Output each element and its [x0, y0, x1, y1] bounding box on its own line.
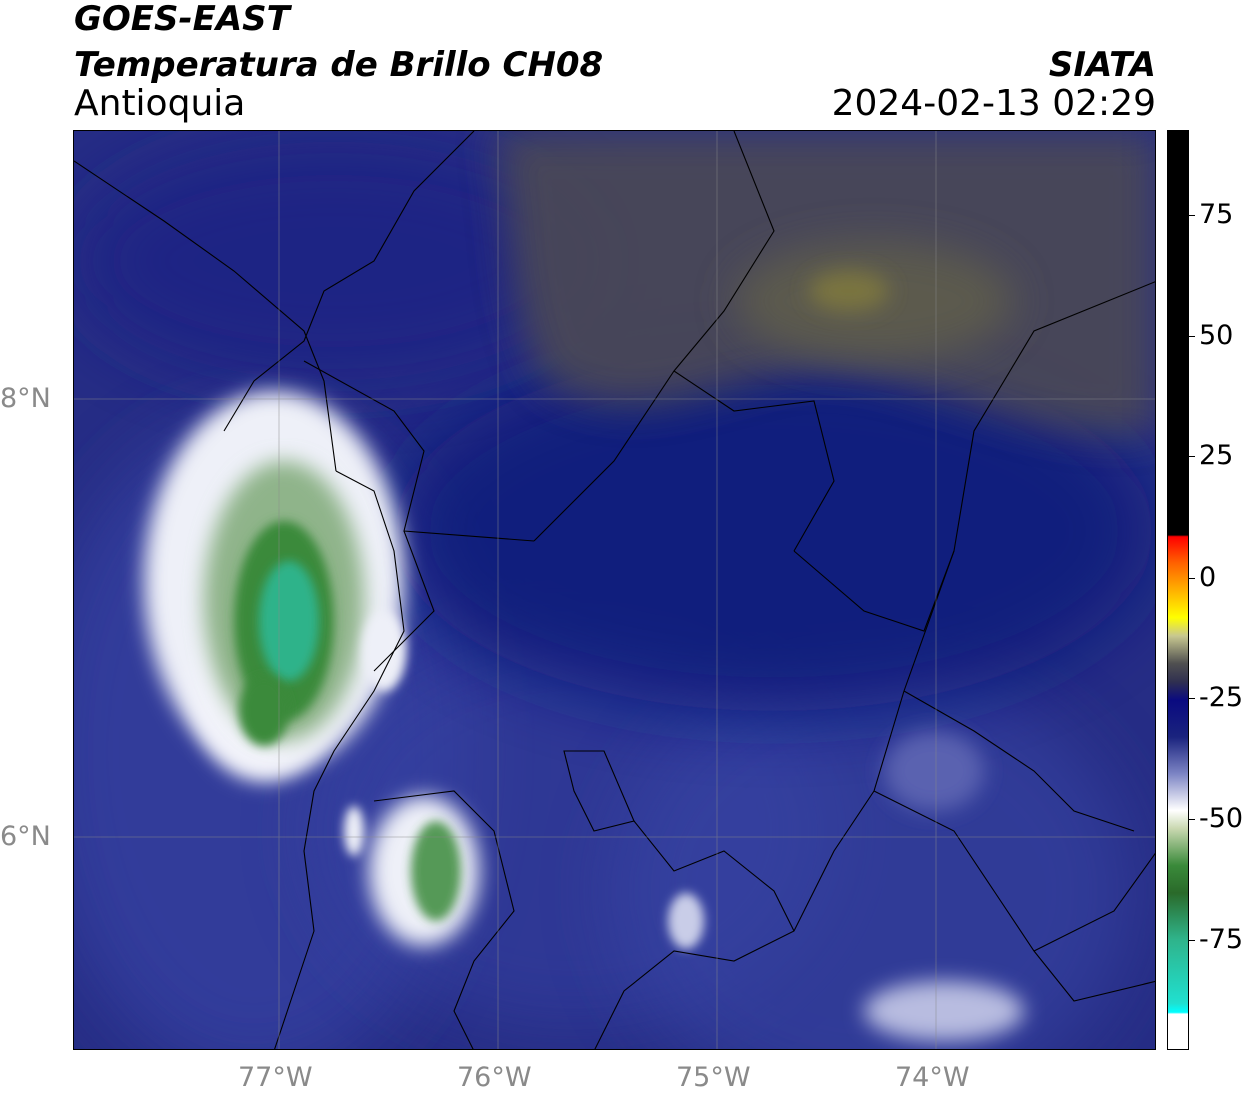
- product-title: Temperatura de Brillo CH08: [74, 45, 604, 85]
- colorbar-tick-50: [1189, 336, 1195, 337]
- region-label: Antioquia: [74, 83, 246, 124]
- colorbar-label-minus75: -75: [1199, 924, 1244, 955]
- cloud-region-southeast: [614, 671, 1134, 1049]
- lat-label-8n: 8°N: [0, 383, 51, 414]
- lon-label-76w: 76°W: [457, 1062, 532, 1093]
- cold-core-south: [411, 821, 461, 921]
- colorbar-label-0: 0: [1199, 562, 1217, 593]
- colorbar-label-75: 75: [1199, 199, 1234, 230]
- colorbar-tick-minus75: [1189, 940, 1195, 941]
- colorbar-tick-75: [1189, 215, 1195, 216]
- lat-label-6n: 6°N: [0, 821, 51, 852]
- colorbar-label-minus25: -25: [1199, 682, 1244, 713]
- warm-spot: [809, 271, 889, 311]
- admin-boundaries: [74, 131, 1155, 1049]
- colorbar-tick-minus50: [1189, 819, 1195, 820]
- lon-label-75w: 75°W: [676, 1062, 751, 1093]
- colorbar-label-minus50: -50: [1199, 803, 1244, 834]
- small-cloud-south: [344, 806, 364, 856]
- timestamp-label: 2024-02-13 02:29: [831, 83, 1156, 124]
- small-cloud: [362, 611, 406, 691]
- lon-label-74w: 74°W: [895, 1062, 970, 1093]
- small-cloud-center: [668, 893, 704, 949]
- clear-region-north: [74, 141, 594, 381]
- coldest-core-west: [259, 561, 319, 681]
- temperature-colorbar: [1167, 130, 1189, 1050]
- colorbar-label-50: 50: [1199, 320, 1234, 351]
- cold-core-west-south: [239, 676, 289, 746]
- colorbar-label-25: 25: [1199, 440, 1234, 471]
- colorbar-tick-0: [1189, 578, 1195, 579]
- colorbar-tick-minus25: [1189, 698, 1195, 699]
- lon-label-77w: 77°W: [238, 1062, 313, 1093]
- agency-label: SIATA: [1048, 45, 1156, 85]
- clear-region-center: [394, 351, 1154, 711]
- colorbar-tick-25: [1189, 456, 1195, 457]
- satellite-title: GOES-EAST: [74, 0, 290, 39]
- graticule: [74, 131, 1155, 1049]
- satellite-image: [74, 131, 1155, 1049]
- cloud-band-southeast: [864, 981, 1024, 1041]
- cloud-region-east: [884, 731, 984, 811]
- map-panel: [73, 130, 1156, 1050]
